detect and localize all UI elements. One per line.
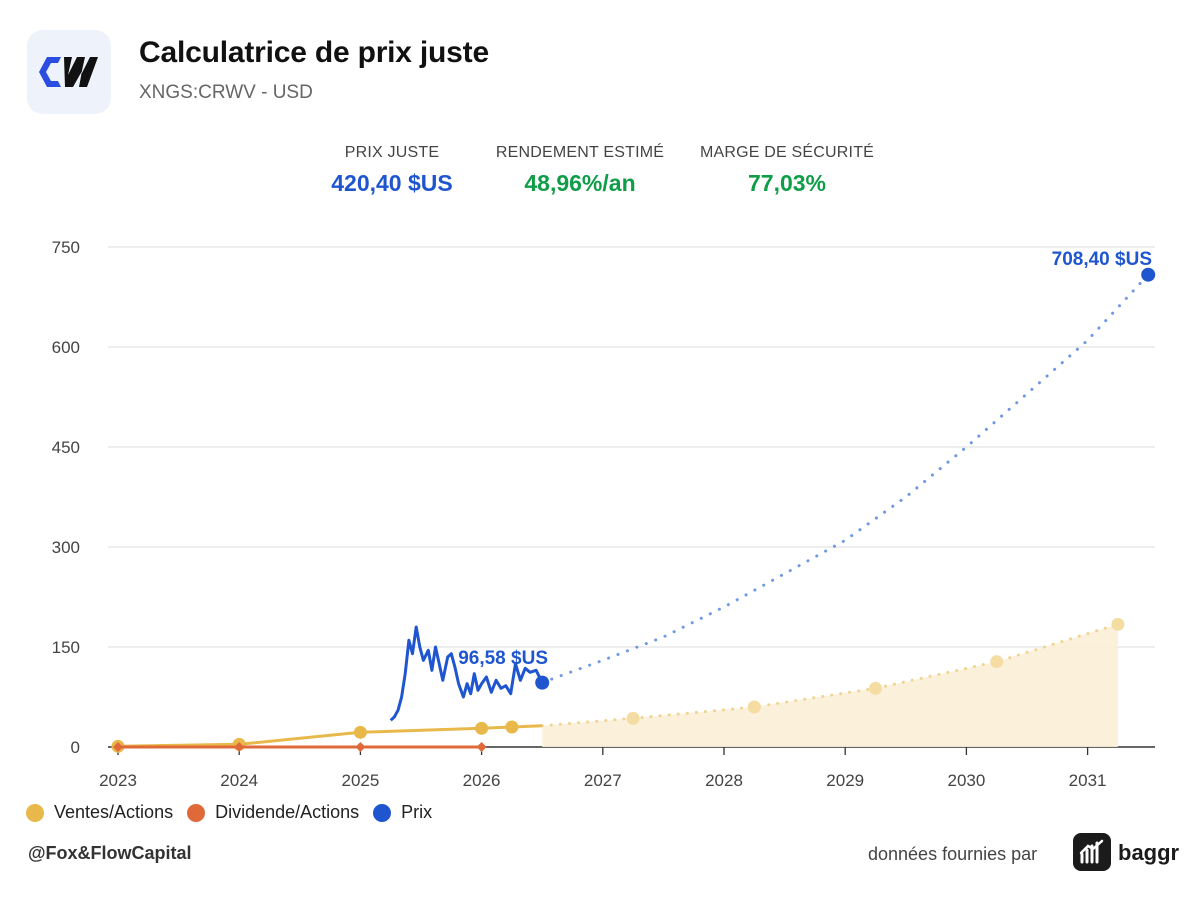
current-price-label: 96,58 $US: [458, 648, 548, 669]
kpi-value: 77,03%: [747, 170, 826, 196]
x-tick-label: 2023: [99, 771, 137, 790]
price-chart: 0 150 300 450 600 750 2023 2024 2025 2026 2027 2028…: [52, 238, 1156, 790]
legend-item-sales[interactable]: Ventes/Actions: [26, 802, 173, 823]
author-handle: @Fox&FlowCapital: [28, 843, 192, 863]
x-tick-label: 2028: [705, 771, 743, 790]
legend-swatch-price: [373, 803, 392, 822]
y-tick-label: 150: [52, 638, 80, 657]
dividend-point: [113, 742, 123, 752]
sales-projection-area: [542, 624, 1118, 747]
kpi-label: MARGE DE SÉCURITÉ: [699, 144, 875, 161]
baggr-logo-icon: [1073, 833, 1111, 871]
sales-projected-point: [626, 711, 640, 725]
sales-projected-point: [1111, 617, 1125, 631]
dividend-point: [234, 742, 245, 752]
chart-legend: Ventes/Actions Dividende/Actions Prix: [26, 802, 446, 823]
sales-projected-line: [540, 622, 1120, 728]
legend-item-price[interactable]: Prix: [373, 802, 432, 823]
sales-projected-point: [990, 655, 1004, 669]
legend-swatch-dividend: [187, 803, 206, 822]
sales-actual-point: [353, 725, 367, 739]
legend-item-dividend[interactable]: Dividende/Actions: [187, 802, 359, 823]
x-tick-label: 2026: [463, 771, 501, 790]
sales-projected-point: [747, 700, 761, 714]
x-tick-label: 2024: [220, 771, 258, 790]
company-logo: [27, 30, 111, 114]
legend-label: Ventes/Actions: [54, 802, 174, 822]
coreweave-logo-icon: [39, 57, 98, 87]
sales-projected-point: [869, 681, 882, 695]
x-tick-label: 2031: [1069, 771, 1107, 790]
baggr-brand: baggr: [1118, 840, 1180, 865]
y-tick-label: 600: [52, 338, 80, 357]
projected-price-label: 708,40 $US: [1052, 249, 1152, 270]
dividend-point: [355, 742, 366, 752]
legend-label: Prix: [401, 802, 433, 822]
kpi-value: 48,96%/an: [524, 170, 636, 196]
sales-actual-point: [505, 720, 519, 734]
legend-swatch-sales: [26, 803, 44, 822]
y-tick-label: 300: [52, 538, 80, 557]
y-tick-label: 750: [52, 238, 80, 257]
kpi-fair-price: PRIX JUSTE 420,40 $US: [302, 144, 482, 197]
y-tick-label: 450: [52, 438, 80, 457]
kpi-label: PRIX JUSTE: [344, 144, 440, 161]
x-tick-label: 2025: [341, 771, 379, 790]
kpi-label: RENDEMENT ESTIMÉ: [495, 144, 665, 161]
x-tick-label: 2029: [826, 771, 864, 790]
y-tick-label: 0: [71, 738, 80, 757]
page-title: Calculatrice de prix juste: [139, 36, 489, 69]
current-price-point: [535, 675, 550, 690]
x-tick-label: 2030: [947, 771, 985, 790]
price-actual-line: [389, 625, 544, 722]
projected-price-point: [1141, 267, 1156, 282]
price-projected-line: [540, 273, 1150, 685]
sales-actual-point: [475, 721, 489, 735]
kpi-estimated-return: RENDEMENT ESTIMÉ 48,96%/an: [482, 144, 678, 197]
dividend-point: [476, 742, 487, 752]
x-tick-label: 2027: [584, 771, 622, 790]
kpi-value: 420,40 $US: [331, 170, 453, 196]
legend-label: Dividende/Actions: [215, 802, 360, 822]
kpi-safety-margin: MARGE DE SÉCURITÉ 77,03%: [690, 144, 884, 197]
data-provider-label: données fournies par: [868, 844, 1038, 864]
ticker-subtitle: XNGS:CRWV - USD: [139, 82, 313, 103]
